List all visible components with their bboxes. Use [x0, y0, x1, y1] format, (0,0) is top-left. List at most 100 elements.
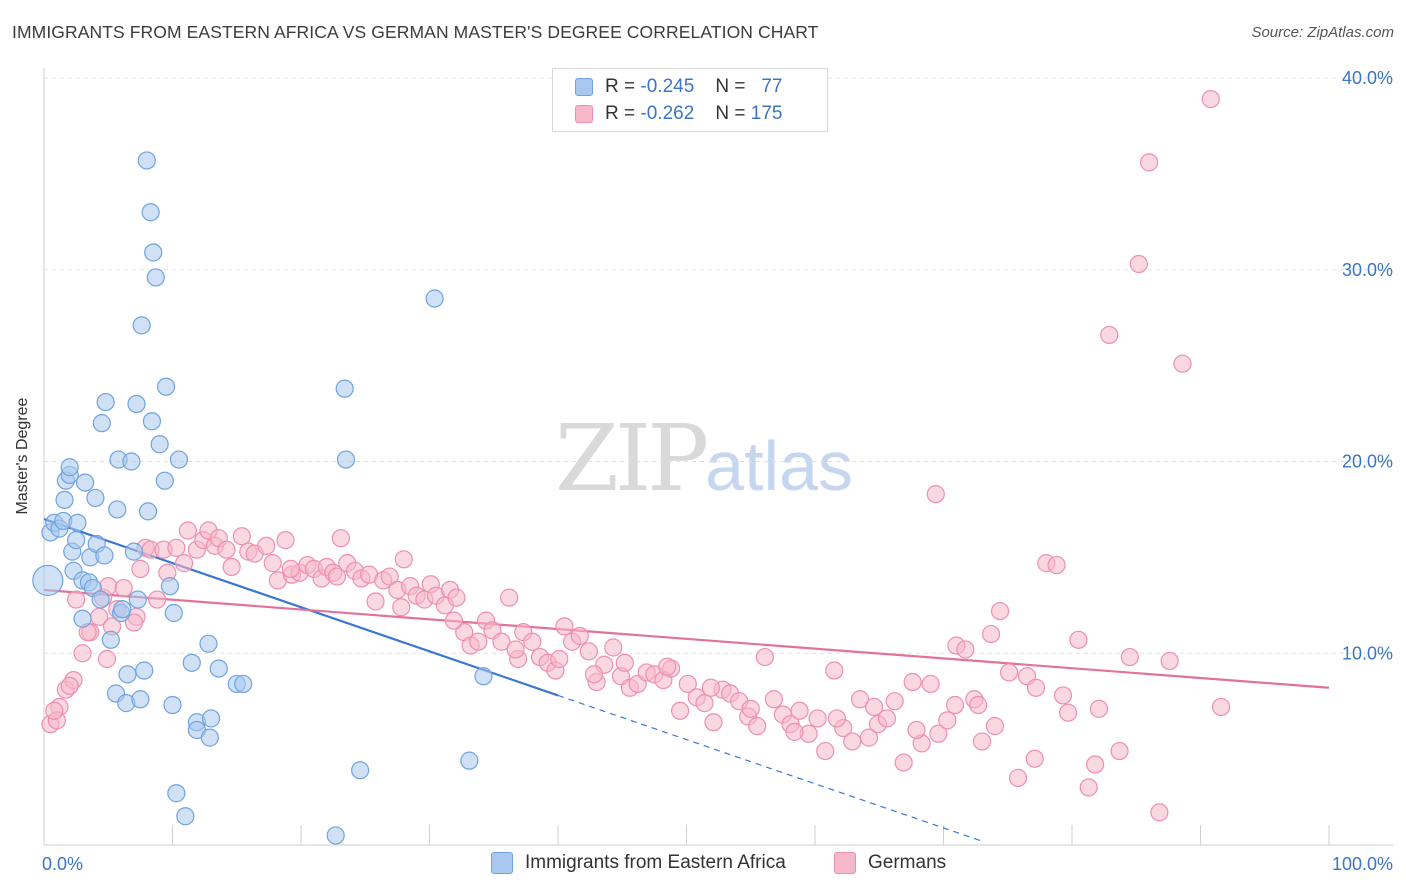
data-point — [114, 578, 133, 598]
data-point — [127, 394, 146, 414]
y-tick-label: 30.0% — [1342, 260, 1393, 280]
data-point — [1079, 778, 1098, 797]
data-point — [1201, 89, 1220, 109]
data-point — [335, 379, 354, 398]
data-point — [555, 617, 574, 636]
data-point — [142, 412, 162, 431]
data-point — [281, 559, 300, 578]
data-point — [921, 674, 940, 694]
data-point — [460, 751, 479, 770]
data-point — [141, 203, 160, 222]
series-label: Immigrants from Eastern Africa — [525, 852, 786, 873]
data-point — [113, 600, 132, 619]
data-point — [885, 692, 904, 711]
legend-row-germans: R = -0.262 N = 175 — [575, 102, 782, 126]
data-point — [506, 640, 525, 659]
data-point — [164, 603, 183, 623]
data-point — [101, 630, 120, 649]
legend-r-value: -0.245 — [640, 76, 695, 97]
data-point — [929, 724, 948, 743]
data-point — [124, 542, 144, 561]
data-point — [670, 701, 690, 720]
data-point — [825, 661, 844, 680]
data-point — [926, 484, 945, 504]
data-point — [903, 672, 922, 692]
data-point — [748, 717, 767, 736]
data-point — [200, 728, 219, 747]
trend-line-extension — [557, 694, 983, 842]
series-label: Germans — [868, 852, 947, 873]
data-point — [132, 316, 151, 335]
data-point — [1059, 703, 1078, 722]
data-point — [1150, 803, 1169, 822]
data-point — [1129, 254, 1148, 274]
tick-labels: 10.0% 20.0% 30.0% 40.0% 0.0% 100.0% — [42, 68, 1393, 874]
data-point — [1008, 768, 1028, 787]
data-point — [95, 546, 114, 565]
data-point — [150, 435, 169, 454]
data-point — [135, 661, 154, 680]
data-point — [32, 564, 64, 596]
data-point — [108, 500, 127, 519]
data-point — [336, 450, 356, 469]
data-point — [447, 588, 466, 607]
data-point — [155, 471, 174, 490]
data-point — [366, 592, 385, 611]
y-tick-label: 20.0% — [1342, 452, 1393, 472]
data-point — [678, 674, 697, 694]
trend-line — [43, 588, 1330, 689]
data-point — [146, 268, 165, 287]
chart-title: IMMIGRANTS FROM EASTERN AFRICA VS GERMAN… — [12, 22, 819, 42]
data-point — [1089, 699, 1109, 718]
data-point — [131, 690, 150, 709]
data-point — [843, 732, 862, 751]
data-point — [1069, 630, 1088, 649]
data-point — [147, 590, 167, 609]
data-point — [131, 559, 150, 578]
data-point — [209, 659, 228, 678]
data-point — [945, 695, 965, 715]
data-point — [326, 826, 345, 845]
data-point — [76, 473, 95, 492]
data-point — [981, 624, 1001, 644]
data-point — [92, 414, 111, 433]
data-point — [550, 649, 569, 669]
data-point — [1211, 697, 1231, 717]
data-point — [894, 753, 913, 772]
data-point — [584, 665, 604, 684]
data-point — [137, 151, 156, 170]
data-point — [96, 392, 115, 412]
y-tick-label: 40.0% — [1342, 68, 1393, 88]
data-point — [938, 711, 957, 730]
series-legend: Immigrants from Eastern Africa Germans — [0, 852, 1406, 878]
data-point — [474, 667, 493, 686]
data-point — [877, 709, 897, 728]
data-point — [704, 713, 723, 732]
data-point — [169, 450, 189, 469]
data-point — [1053, 686, 1073, 705]
data-point — [701, 678, 721, 697]
data-point — [67, 590, 86, 609]
watermark: ZIPatlas — [555, 405, 853, 512]
series-legend-germans[interactable]: Germans — [834, 852, 946, 874]
legend-swatch — [575, 105, 593, 123]
data-point — [167, 538, 186, 557]
data-point — [425, 289, 444, 308]
data-point — [1047, 555, 1066, 575]
data-point — [276, 531, 295, 550]
data-point — [118, 665, 137, 684]
data-point — [785, 722, 804, 741]
series-legend-eastern-africa[interactable]: Immigrants from Eastern Africa — [491, 852, 786, 874]
data-point — [327, 567, 347, 586]
data-point — [60, 676, 79, 695]
legend-swatch — [491, 852, 513, 874]
data-point — [163, 695, 182, 715]
y-tick-label: 10.0% — [1342, 643, 1393, 663]
x-tick-label: 100.0% — [1332, 854, 1393, 874]
data-point — [182, 653, 201, 672]
legend-r-label: R = — [605, 76, 636, 97]
data-point — [86, 488, 105, 508]
data-point — [68, 513, 87, 532]
legend-r-label: R = — [605, 103, 636, 124]
